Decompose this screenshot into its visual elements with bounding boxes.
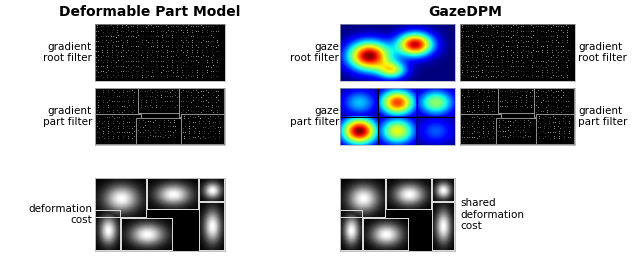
Text: GazeDPM: GazeDPM bbox=[428, 5, 502, 19]
Text: gaze
part filter: gaze part filter bbox=[290, 106, 339, 127]
Text: gradient
root filter: gradient root filter bbox=[43, 42, 92, 63]
Text: shared
deformation
cost: shared deformation cost bbox=[460, 198, 524, 231]
Text: gradient
part filter: gradient part filter bbox=[578, 106, 627, 127]
Text: gradient
part filter: gradient part filter bbox=[43, 106, 92, 127]
Text: gradient
root filter: gradient root filter bbox=[578, 42, 627, 63]
Text: Deformable Part Model: Deformable Part Model bbox=[60, 5, 241, 19]
Text: gaze
root filter: gaze root filter bbox=[290, 42, 339, 63]
Text: deformation
cost: deformation cost bbox=[28, 204, 92, 225]
